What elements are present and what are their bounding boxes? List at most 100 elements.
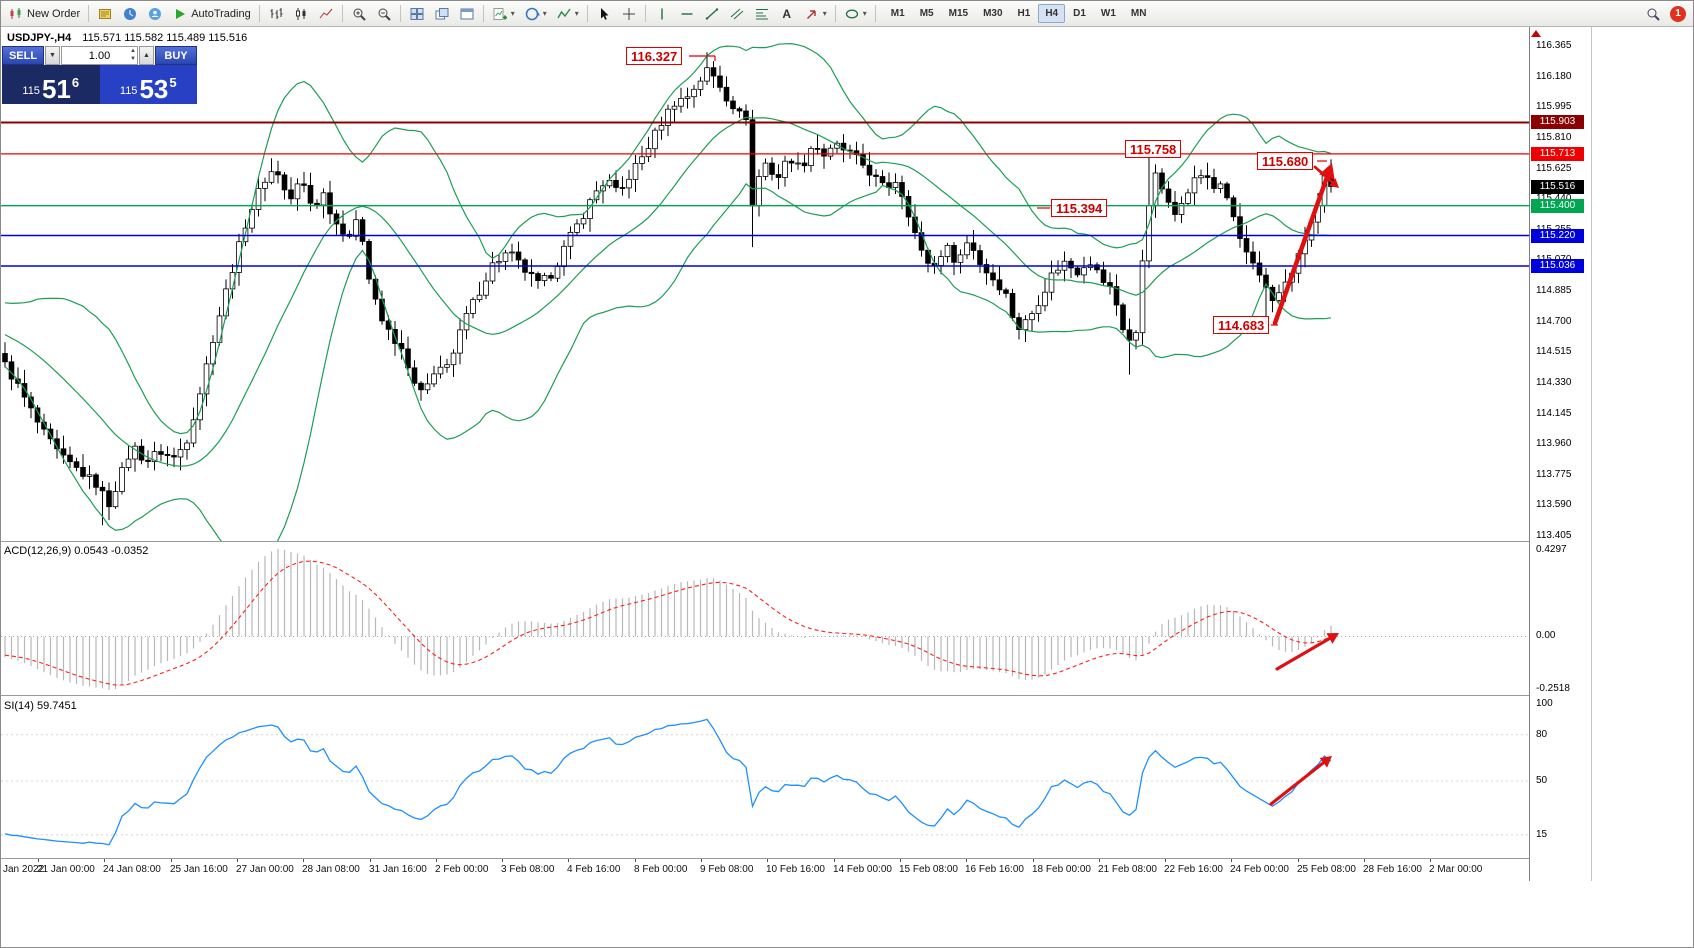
timeframe-button-w1[interactable]: W1	[1100, 8, 1116, 19]
volume-field[interactable]: 1.00 ▲ ▼	[61, 46, 138, 65]
candlestick-chart-button[interactable]	[289, 3, 313, 25]
toolbar-separator	[482, 5, 484, 22]
price-axis-label: 115.810	[1536, 131, 1572, 143]
zoom-out-button[interactable]	[372, 3, 396, 25]
indicator-axis-label: 100	[1536, 698, 1553, 709]
channel-tool-button[interactable]	[725, 3, 749, 25]
volume-spinner[interactable]: ▲ ▼	[130, 47, 136, 63]
market-watch-button[interactable]	[118, 3, 142, 25]
timeframe-button-d1[interactable]: D1	[1073, 8, 1086, 19]
price-annotation[interactable]: 114.683	[1213, 316, 1270, 334]
price-axis-label: 115.625	[1536, 162, 1572, 174]
price-annotation[interactable]: 115.758	[1125, 140, 1182, 158]
fibonacci-tool-button[interactable]	[750, 3, 774, 25]
time-axis-label: 2 Feb 00:00	[435, 864, 489, 875]
panel-divider[interactable]	[1, 541, 1590, 542]
price-axis[interactable]: 116.365 116.180 115.995 115.810 115.625 115.4…	[1529, 27, 1592, 881]
chevron-down-icon: ▾	[862, 9, 867, 18]
crosshair-tool-button[interactable]	[617, 3, 641, 25]
current-price-flag: 115.516	[1531, 180, 1584, 194]
search-button[interactable]	[1641, 3, 1665, 25]
time-axis-tick	[237, 859, 238, 862]
buy-price-button[interactable]: 115 53 5	[99, 65, 197, 104]
main-chart-svg[interactable]	[1, 27, 1529, 541]
sell-button[interactable]: SELL	[2, 46, 44, 65]
cursor-tool-button[interactable]	[592, 3, 616, 25]
horizontal-line-icon	[679, 6, 695, 22]
price-axis-label: 113.960	[1536, 438, 1572, 450]
new-order-button[interactable]: New Order	[4, 3, 84, 25]
time-axis-tick	[635, 859, 636, 862]
sell-dropdown[interactable]: ▼	[45, 46, 60, 65]
channel-icon	[729, 6, 745, 22]
trend-arrow[interactable]	[1275, 636, 1332, 671]
time-axis-label: 27 Jan 00:00	[236, 864, 294, 875]
time-axis-label: 10 Feb 16:00	[766, 864, 825, 875]
candles-layer	[2, 52, 1334, 526]
timeframe-button-h4[interactable]: H4	[1038, 4, 1066, 23]
time-axis-tick	[966, 859, 967, 862]
panel-divider[interactable]	[1, 858, 1590, 859]
spinner-up-icon: ▲	[130, 48, 136, 54]
price-axis-label: 116.365	[1536, 40, 1572, 51]
time-axis-label: 8 Feb 00:00	[634, 864, 688, 875]
trendline-tool-button[interactable]	[700, 3, 724, 25]
price-annotation[interactable]: 115.680	[1257, 152, 1314, 170]
sell-price-button[interactable]: 115 51 6	[2, 65, 100, 104]
timeframe-button-mn[interactable]: MN	[1130, 8, 1147, 19]
time-axis-tick	[568, 859, 569, 862]
new-window-button[interactable]	[455, 3, 479, 25]
line-chart-button[interactable]	[314, 3, 338, 25]
text-tool-button[interactable]: A	[775, 3, 799, 25]
community-button[interactable]	[143, 3, 167, 25]
shapes-tool-button[interactable]: ▾	[840, 3, 871, 25]
cascade-windows-icon	[434, 6, 450, 22]
new-chart-button[interactable]: ▾	[488, 3, 519, 25]
macd-panel-svg[interactable]	[1, 542, 1529, 695]
timeframe-button-m15[interactable]: M15	[948, 8, 969, 19]
panel-divider[interactable]	[1, 695, 1590, 696]
time-axis-label: 24 Jan 08:00	[103, 864, 161, 875]
toolbar-separator	[874, 5, 876, 22]
autotrading-button[interactable]: AutoTrading	[168, 3, 255, 25]
price-axis-flag: 115.713	[1531, 147, 1584, 161]
text-icon: A	[782, 6, 792, 21]
price-annotation[interactable]: 115.394	[1051, 199, 1108, 217]
zoom-in-button[interactable]	[347, 3, 371, 25]
time-axis[interactable]: Jan 2022 21 Jan 00:00 24 Jan 08:00 25 Jan 1…	[1, 859, 1529, 881]
cascade-windows-button[interactable]	[430, 3, 454, 25]
timeframe-button-m1[interactable]: M1	[890, 8, 905, 19]
horizontal-line-tool-button[interactable]	[675, 3, 699, 25]
time-axis-tick	[1099, 859, 1100, 862]
toolbar-separator	[834, 5, 836, 22]
timeframe-button-m30[interactable]: M30	[983, 8, 1003, 19]
notification-badge[interactable]: 1	[1670, 5, 1686, 22]
community-icon	[147, 6, 163, 22]
indicator-axis-label: -0.2518	[1536, 683, 1570, 694]
toolbar-separator	[644, 5, 646, 22]
crosshair-icon	[621, 6, 637, 22]
trend-arrow[interactable]	[1313, 165, 1334, 184]
rsi-panel-svg[interactable]	[1, 697, 1529, 859]
arrows-tool-button[interactable]: ▾	[800, 3, 831, 25]
tile-windows-button[interactable]	[405, 3, 429, 25]
price-annotation[interactable]: 116.327	[626, 47, 683, 65]
time-axis-tick	[1364, 859, 1365, 862]
buy-dropdown[interactable]: ▲	[139, 46, 154, 65]
vertical-line-tool-button[interactable]	[650, 3, 674, 25]
time-axis-label: 2 Mar 00:00	[1429, 864, 1483, 875]
profiles-button[interactable]: ▾	[520, 3, 551, 25]
buy-button[interactable]: BUY	[155, 46, 197, 65]
timeframe-button-m5[interactable]: M5	[919, 8, 934, 19]
metaeditor-button[interactable]	[93, 3, 117, 25]
trend-arrow[interactable]	[1272, 174, 1330, 326]
indicators-button[interactable]: ▾	[552, 3, 583, 25]
time-axis-tick	[436, 859, 437, 862]
shapes-icon	[844, 6, 860, 22]
bar-chart-button[interactable]	[264, 3, 288, 25]
timeframe-button-h1[interactable]: H1	[1017, 8, 1031, 19]
market-watch-icon	[122, 6, 138, 22]
trend-arrow[interactable]	[1269, 761, 1326, 806]
time-axis-tick	[1231, 859, 1232, 862]
line-chart-icon	[318, 6, 334, 22]
